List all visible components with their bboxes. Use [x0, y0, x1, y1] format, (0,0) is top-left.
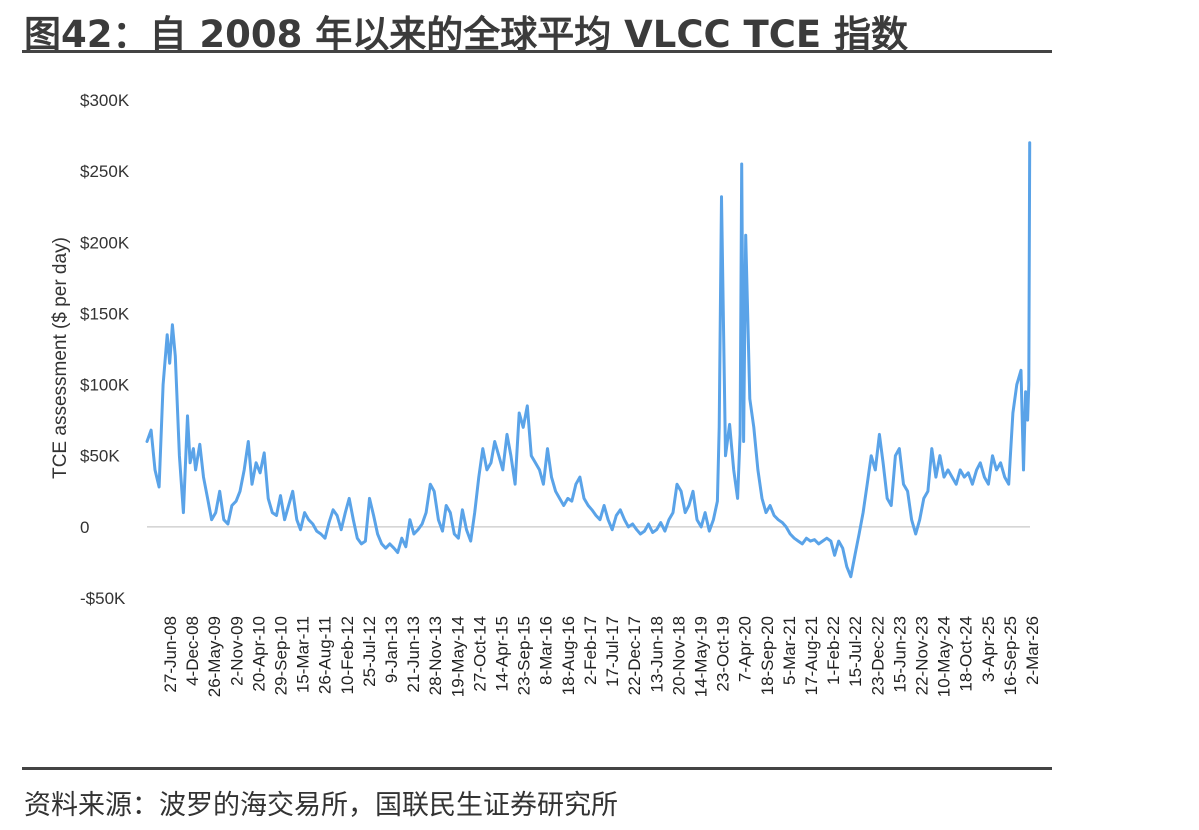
x-tick-label: 28-Nov-13	[426, 616, 445, 695]
y-tick-label: $50K	[80, 447, 120, 466]
y-tick-label: $250K	[80, 162, 130, 181]
y-tick-label: $300K	[80, 91, 130, 110]
x-tick-label: 22-Dec-17	[625, 616, 644, 695]
y-tick-label: $150K	[80, 304, 130, 323]
x-tick-label: 4-Dec-08	[183, 616, 202, 686]
x-tick-label: 2-Feb-17	[581, 616, 600, 685]
x-tick-label: 17-Jul-17	[603, 616, 622, 687]
x-axis-ticks: 27-Jun-08 4-Dec-08 26-May-09 2-Nov-09 20-Apr…	[161, 616, 1042, 697]
x-tick-label: 5-Mar-21	[780, 616, 799, 685]
x-tick-label: 22-Nov-23	[912, 616, 931, 695]
x-tick-label: 21-Jun-13	[404, 616, 423, 693]
x-tick-label: 7-Apr-20	[736, 616, 755, 682]
figure-source: 资料来源：波罗的海交易所，国联民生证券研究所	[24, 790, 618, 821]
x-tick-label: 19-May-14	[448, 616, 467, 697]
x-tick-label: 14-May-19	[691, 616, 710, 697]
y-tick-label: 0	[80, 518, 89, 537]
x-tick-label: 17-Aug-21	[802, 616, 821, 695]
x-tick-label: 23-Dec-22	[868, 616, 887, 695]
x-tick-label: 15-Mar-11	[294, 616, 313, 693]
y-axis-ticks: -$50K 0 $50K $100K $150K $200K $250K $300K	[80, 91, 130, 608]
y-axis-label: TCE assessment ($ per day)	[50, 237, 71, 479]
x-tick-label: 9-Jan-13	[382, 616, 401, 683]
x-tick-label: 2-Mar-26	[1023, 616, 1042, 685]
x-tick-label: 18-Sep-20	[758, 616, 777, 695]
x-tick-label: 26-May-09	[205, 616, 224, 697]
x-tick-label: 2-Nov-09	[227, 616, 246, 686]
x-tick-label: 26-Aug-11	[316, 616, 335, 694]
x-tick-label: 14-Apr-15	[493, 616, 512, 692]
x-tick-label: 15-Jul-22	[846, 616, 865, 687]
y-tick-label: $100K	[80, 376, 130, 395]
x-tick-label: 23-Oct-19	[714, 616, 733, 692]
y-tick-label: $200K	[80, 233, 130, 252]
figure-title: 图42：自 2008 年以来的全球平均 VLCC TCE 指数	[24, 13, 909, 56]
tce-series-line	[145, 141, 1032, 579]
x-tick-label: 3-Apr-25	[979, 616, 998, 682]
x-tick-label: 10-Feb-12	[338, 616, 357, 694]
bottom-rule	[22, 767, 1052, 770]
x-tick-label: 18-Aug-16	[559, 616, 578, 695]
y-tick-label: -$50K	[80, 589, 126, 608]
x-tick-label: 23-Sep-15	[515, 616, 534, 695]
x-tick-label: 8-Mar-16	[537, 616, 556, 685]
x-tick-label: 10-May-24	[935, 616, 954, 697]
x-tick-label: 16-Sep-25	[1001, 616, 1020, 695]
title-rule	[22, 50, 1052, 53]
x-tick-label: 18-Oct-24	[957, 616, 976, 692]
x-tick-label: 20-Apr-10	[249, 616, 268, 692]
x-tick-label: 27-Jun-08	[161, 616, 180, 693]
x-tick-label: 15-Jun-23	[890, 616, 909, 693]
x-tick-label: 20-Nov-18	[669, 616, 688, 695]
x-tick-label: 13-Jun-18	[647, 616, 666, 693]
x-tick-label: 1-Feb-22	[824, 616, 843, 685]
x-tick-label: 27-Oct-14	[470, 616, 489, 692]
x-tick-label: 29-Sep-10	[272, 616, 291, 695]
x-tick-label: 25-Jul-12	[360, 616, 379, 687]
